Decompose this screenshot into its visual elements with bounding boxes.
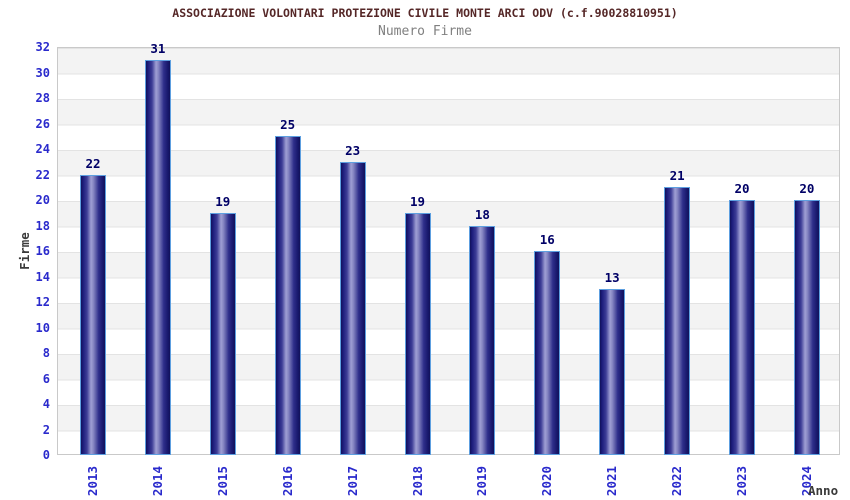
bar-value-label-2019: 18: [474, 206, 490, 222]
bar-value-label-2013: 22: [85, 155, 101, 171]
plot-area: [57, 47, 840, 455]
x-tick-label-2018: 2018: [409, 465, 425, 497]
x-tick-label-2015: 2015: [214, 465, 230, 497]
bar-value-label-2021: 13: [604, 270, 620, 286]
bar-2014: [144, 59, 171, 455]
bar-2023: [729, 200, 755, 455]
bar-2024: [793, 200, 820, 455]
bar-2015: [209, 212, 236, 455]
bar-2022: [664, 187, 691, 455]
chart-title: ASSOCIAZIONE VOLONTARI PROTEZIONE CIVILE…: [172, 6, 678, 20]
y-tick-label-10: 10: [35, 320, 50, 335]
bar-value-label-2020: 16: [539, 232, 555, 247]
x-tick-label-2017: 2017: [344, 465, 360, 497]
bar-2017: [339, 161, 366, 455]
x-axis-title: Anno: [808, 483, 839, 498]
bar-2019: [469, 225, 496, 455]
y-tick-label-28: 28: [35, 91, 50, 105]
y-tick-label-14: 14: [35, 269, 50, 284]
x-tick-label-2013: 2013: [85, 465, 100, 497]
y-tick-label-24: 24: [35, 142, 50, 156]
chart-subtitle: Numero Firme: [378, 24, 472, 39]
bar-value-label-2018: 19: [409, 193, 426, 209]
bar-value-label-2022: 21: [669, 168, 685, 184]
y-tick-label-4: 4: [42, 397, 50, 411]
bar-2020: [534, 251, 561, 455]
y-tick-label-30: 30: [35, 65, 50, 80]
x-tick-label-2016: 2016: [279, 465, 295, 497]
bar-value-label-2015: 19: [215, 193, 231, 209]
bar-2018: [404, 212, 431, 455]
x-tick-label-2022: 2022: [669, 465, 685, 497]
x-tick-label-2019: 2019: [474, 465, 490, 497]
bar-2013: [80, 174, 106, 455]
y-tick-label-26: 26: [35, 116, 50, 131]
y-tick-label-20: 20: [35, 193, 50, 207]
y-tick-label-18: 18: [35, 218, 50, 233]
y-tick-label-0: 0: [42, 448, 50, 462]
y-tick-label-12: 12: [35, 295, 50, 309]
y-tick-label-16: 16: [35, 244, 50, 258]
y-tick-label-6: 6: [42, 371, 50, 386]
bar-value-label-2014: 31: [150, 40, 166, 56]
y-tick-label-32: 32: [35, 40, 50, 54]
x-tick-label-2021: 2021: [604, 465, 620, 497]
bar-value-label-2023: 20: [734, 181, 750, 196]
y-tick-label-8: 8: [42, 346, 50, 360]
bar-value-label-2016: 25: [280, 117, 296, 133]
x-tick-label-2023: 2023: [734, 465, 749, 497]
y-tick-label-22: 22: [35, 167, 50, 182]
x-tick-label-2020: 2020: [539, 465, 555, 497]
bar-value-label-2017: 23: [345, 142, 361, 158]
bar-2021: [599, 289, 626, 455]
y-tick-label-2: 2: [42, 422, 50, 437]
x-tick-label-2014: 2014: [149, 465, 165, 497]
bar-2016: [274, 136, 301, 455]
bar-value-label-2024: 20: [799, 181, 815, 196]
